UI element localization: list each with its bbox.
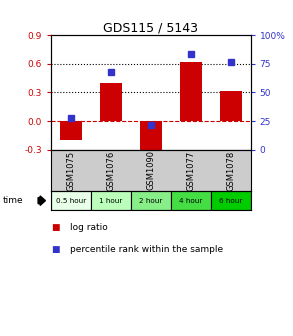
Bar	[180, 62, 202, 121]
Bar	[51, 191, 91, 210]
Text: GSM1077: GSM1077	[186, 150, 195, 191]
Bar	[220, 91, 241, 121]
Bar	[91, 191, 131, 210]
Text: 2 hour: 2 hour	[139, 198, 163, 204]
Text: GSM1076: GSM1076	[107, 150, 115, 191]
Text: time: time	[3, 196, 23, 205]
Text: percentile rank within the sample: percentile rank within the sample	[70, 245, 224, 254]
Bar	[211, 191, 251, 210]
Text: 1 hour: 1 hour	[99, 198, 123, 204]
Bar	[60, 121, 82, 140]
Bar	[100, 83, 122, 121]
Text: log ratio: log ratio	[70, 223, 108, 233]
Text: ■: ■	[51, 223, 60, 233]
Text: 6 hour: 6 hour	[219, 198, 242, 204]
Bar	[140, 121, 162, 156]
Bar	[171, 191, 211, 210]
Text: GSM1075: GSM1075	[67, 151, 76, 191]
Text: GSM1078: GSM1078	[226, 150, 235, 191]
Text: 0.5 hour: 0.5 hour	[56, 198, 86, 204]
Bar	[131, 191, 171, 210]
Text: 4 hour: 4 hour	[179, 198, 202, 204]
Text: ■: ■	[51, 245, 60, 254]
Title: GDS115 / 5143: GDS115 / 5143	[103, 21, 198, 34]
Text: GSM1090: GSM1090	[146, 151, 155, 191]
